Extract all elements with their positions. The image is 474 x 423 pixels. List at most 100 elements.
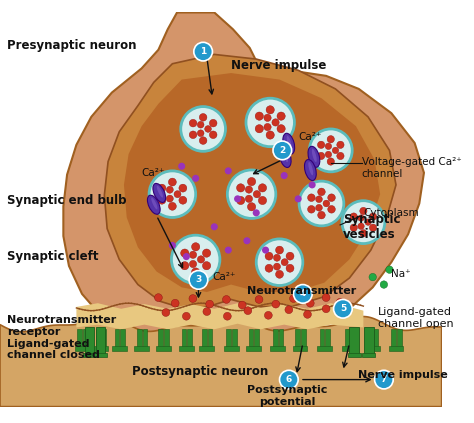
- Bar: [137, 329, 142, 348]
- Circle shape: [327, 158, 335, 165]
- Bar: [187, 329, 192, 348]
- Circle shape: [192, 175, 199, 182]
- Text: Ligand-gated
channel open: Ligand-gated channel open: [378, 307, 454, 329]
- Circle shape: [286, 264, 294, 272]
- Bar: [74, 346, 90, 351]
- Circle shape: [169, 242, 176, 249]
- Bar: [164, 329, 169, 348]
- Circle shape: [181, 107, 226, 151]
- Circle shape: [264, 114, 271, 121]
- Text: Ligand-gated
channel closed: Ligand-gated channel closed: [8, 338, 100, 360]
- Bar: [365, 327, 374, 354]
- Circle shape: [275, 270, 283, 278]
- Circle shape: [246, 98, 294, 147]
- Bar: [182, 329, 186, 348]
- Bar: [397, 329, 401, 348]
- Circle shape: [272, 300, 280, 308]
- Text: Ca²⁺: Ca²⁺: [142, 168, 165, 178]
- Bar: [295, 329, 300, 348]
- Circle shape: [225, 168, 232, 174]
- Bar: [202, 329, 207, 348]
- Bar: [317, 346, 332, 351]
- Bar: [227, 329, 231, 348]
- Circle shape: [374, 370, 393, 389]
- Circle shape: [293, 285, 312, 303]
- Bar: [96, 329, 100, 348]
- Circle shape: [316, 204, 322, 211]
- Circle shape: [273, 141, 292, 160]
- Circle shape: [255, 296, 263, 303]
- Circle shape: [162, 309, 170, 316]
- Circle shape: [286, 252, 294, 260]
- Circle shape: [337, 141, 344, 148]
- Text: Cytoplasm: Cytoplasm: [364, 208, 419, 218]
- Circle shape: [318, 188, 325, 196]
- Circle shape: [360, 230, 367, 237]
- Circle shape: [172, 235, 220, 284]
- Circle shape: [358, 215, 364, 221]
- Bar: [273, 329, 278, 348]
- Circle shape: [191, 243, 200, 251]
- Circle shape: [308, 206, 315, 213]
- Circle shape: [318, 141, 325, 148]
- Circle shape: [149, 171, 196, 217]
- Circle shape: [200, 137, 207, 144]
- Circle shape: [189, 271, 208, 289]
- Bar: [96, 327, 105, 354]
- Circle shape: [166, 195, 173, 202]
- Circle shape: [255, 125, 264, 133]
- Circle shape: [211, 223, 218, 231]
- Bar: [112, 346, 127, 351]
- Circle shape: [342, 201, 385, 244]
- Bar: [270, 346, 285, 351]
- Polygon shape: [124, 73, 380, 292]
- Circle shape: [253, 190, 261, 198]
- Bar: [143, 329, 147, 348]
- Circle shape: [360, 207, 367, 214]
- Bar: [115, 329, 119, 348]
- Circle shape: [228, 170, 276, 218]
- Circle shape: [325, 143, 332, 149]
- Circle shape: [323, 200, 330, 207]
- Circle shape: [237, 184, 245, 192]
- Bar: [93, 346, 108, 351]
- Circle shape: [273, 263, 281, 270]
- Circle shape: [253, 209, 260, 216]
- Circle shape: [327, 136, 335, 143]
- Circle shape: [322, 294, 330, 302]
- Bar: [279, 329, 283, 348]
- Ellipse shape: [287, 136, 292, 149]
- Circle shape: [247, 203, 255, 211]
- Circle shape: [243, 237, 250, 244]
- Circle shape: [290, 295, 297, 302]
- Circle shape: [202, 249, 211, 257]
- Text: Synaptic cleft: Synaptic cleft: [8, 250, 99, 263]
- Circle shape: [181, 249, 189, 257]
- Bar: [347, 353, 361, 357]
- Bar: [246, 346, 261, 351]
- Text: Nerve impulse: Nerve impulse: [358, 370, 447, 380]
- Circle shape: [365, 219, 371, 225]
- Text: 6: 6: [286, 375, 292, 384]
- Bar: [325, 329, 330, 348]
- Text: Synaptic end bulb: Synaptic end bulb: [8, 194, 127, 207]
- Circle shape: [200, 113, 207, 121]
- Ellipse shape: [308, 162, 313, 175]
- Circle shape: [334, 299, 352, 318]
- Circle shape: [202, 261, 211, 270]
- Circle shape: [234, 195, 241, 202]
- Circle shape: [264, 124, 271, 131]
- Circle shape: [350, 213, 357, 220]
- Circle shape: [245, 195, 253, 203]
- Circle shape: [245, 186, 253, 193]
- Bar: [342, 346, 357, 351]
- Circle shape: [174, 191, 181, 198]
- Circle shape: [358, 223, 364, 229]
- Text: 3: 3: [195, 275, 201, 284]
- Circle shape: [273, 254, 281, 261]
- Circle shape: [325, 151, 332, 158]
- Circle shape: [265, 252, 273, 260]
- Bar: [101, 329, 106, 348]
- Bar: [368, 329, 373, 348]
- Circle shape: [190, 261, 197, 268]
